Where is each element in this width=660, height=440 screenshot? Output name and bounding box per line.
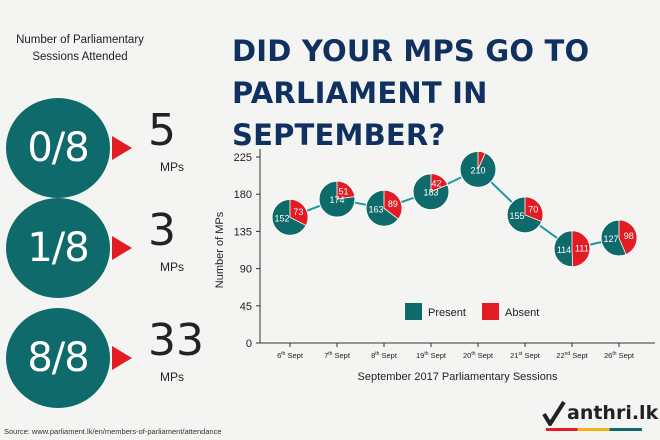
legend-swatch-present (405, 303, 422, 320)
arrow-right-icon (112, 136, 132, 160)
stat-row-1-of-8: 1/8 3 MPs (0, 198, 230, 298)
manthri-logo: anthri.lk (542, 398, 658, 428)
absent-slice (571, 230, 591, 268)
present-value-label: 210 (470, 165, 485, 175)
absent-slice (477, 150, 486, 170)
mp-unit: MPs (160, 160, 184, 174)
stat-row-8-of-8: 8/8 33 MPs (0, 308, 230, 408)
absent-value-label: 111 (575, 244, 589, 254)
x-tick-label: 8th Sept (371, 351, 398, 360)
x-tick-label: 6th Sept (277, 351, 304, 360)
absent-value-label: 70 (528, 204, 538, 214)
absent-value-label: 73 (293, 207, 303, 217)
mp-count: 33 (148, 315, 204, 366)
source-citation: Source: www.parliament.lk/en/members-of-… (4, 427, 222, 436)
absent-slice (618, 219, 638, 256)
present-value-label: 114 (557, 245, 571, 255)
y-tick-label: 135 (234, 226, 252, 238)
absent-slice (336, 180, 356, 200)
absent-value-label: 89 (388, 199, 398, 209)
absent-value-label: 51 (338, 187, 348, 197)
y-tick-label: 180 (234, 189, 252, 201)
x-tick-label: 7th Sept (324, 351, 351, 360)
x-axis-title: September 2017 Parliamentary Sessions (358, 371, 558, 383)
present-value-label: 163 (368, 204, 383, 214)
ratio-circle: 0/8 (6, 98, 110, 198)
logo-underline (546, 428, 642, 431)
x-tick-label: 19th Sept (416, 351, 447, 360)
attendance-line-chart: 0 45 90 135 180 225 6th Sept 7th Sept 8th Sept 19… (214, 149, 655, 383)
mp-count: 3 (148, 205, 176, 256)
absent-value-label: 98 (624, 231, 634, 241)
y-tick-label: 0 (246, 338, 252, 350)
mp-count: 5 (148, 105, 176, 156)
x-tick-label: 22nd Sept (556, 351, 588, 360)
present-value-label: 152 (274, 213, 289, 223)
logo-text: anthri.lk (567, 402, 659, 424)
absent-slice (430, 173, 449, 193)
check-mark-icon (542, 400, 566, 426)
ratio-circle: 1/8 (6, 198, 110, 298)
mp-unit: MPs (160, 260, 184, 274)
present-value-label: 127 (603, 234, 618, 244)
present-value-label: 155 (509, 211, 524, 221)
legend-label-absent: Absent (505, 307, 539, 319)
y-tick-label: 225 (234, 152, 252, 164)
arrow-right-icon (112, 346, 132, 370)
x-tick-label: 21st Sept (510, 351, 541, 360)
present-value-label: 174 (329, 195, 344, 205)
absent-slice (383, 189, 403, 220)
legend-label-present: Present (428, 307, 466, 319)
present-value-label: 183 (423, 188, 438, 198)
page-title: DID YOUR MPS GO TO PARLIAMENT IN SEPTEMB… (232, 34, 590, 152)
stat-row-0-of-8: 0/8 5 MPs (0, 98, 230, 198)
sessions-attended-heading: Number of Parliamentary Sessions Attende… (16, 34, 144, 63)
y-axis-title: Number of MPs (214, 211, 226, 288)
mp-unit: MPs (160, 370, 184, 384)
y-tick-label: 45 (240, 301, 252, 313)
x-tick-label: 20th Sept (463, 351, 494, 360)
ratio-circle: 8/8 (6, 308, 110, 408)
absent-value-label: 42 (431, 178, 441, 188)
x-tick-label: 26th Sept (604, 351, 635, 360)
absent-slice (289, 198, 309, 227)
y-tick-label: 90 (240, 264, 252, 276)
arrow-right-icon (112, 236, 132, 260)
legend-swatch-absent (482, 303, 499, 320)
absent-slice (524, 196, 544, 223)
